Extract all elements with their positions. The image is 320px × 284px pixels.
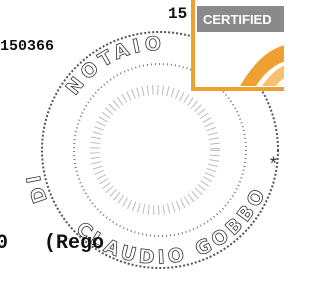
body-fragment-right: (Rego [44, 232, 104, 255]
badge-label: CERTIFIED [203, 12, 272, 27]
document-scan: NOTAIO DI CLAUDIO GOBBO * 150366 15 0 (R… [0, 0, 284, 284]
stamp-bottom-text: CLAUDIO GOBBO [72, 182, 272, 269]
document-number: 150366 [0, 38, 54, 55]
certified-badge: CERTIFIED [193, 0, 284, 89]
stamp-star: * [268, 156, 279, 176]
page: {"document": {"header": {"number": "1503… [0, 0, 284, 284]
stamp-left-text: DI [22, 170, 52, 206]
body-fragment-left: 0 [0, 232, 8, 255]
page-fragment: 15 [168, 5, 187, 23]
